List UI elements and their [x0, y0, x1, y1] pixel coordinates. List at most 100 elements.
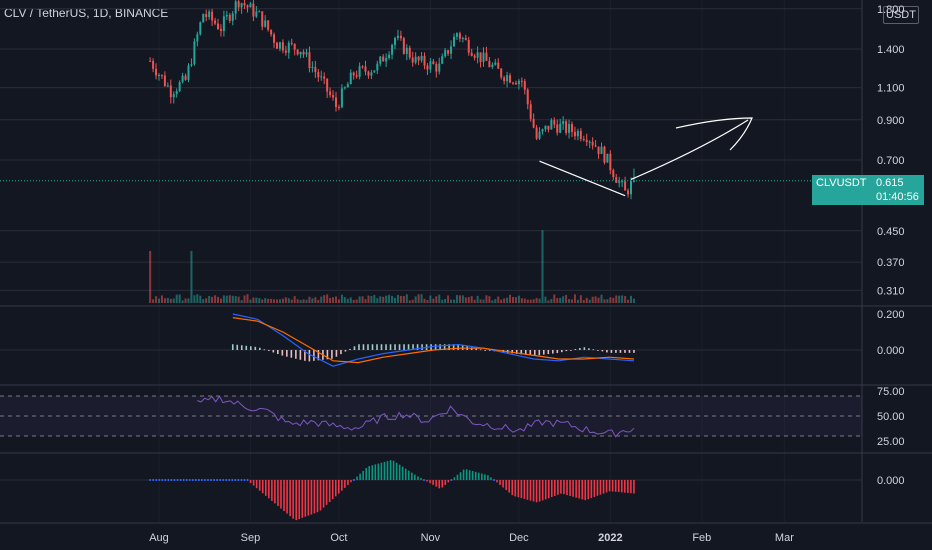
volume-bar [222, 295, 225, 303]
oscillator-bar [331, 480, 334, 500]
price-panel[interactable] [0, 0, 862, 200]
candle-body [455, 33, 458, 37]
macd-histogram-bar [358, 344, 360, 350]
candle-body [273, 34, 276, 43]
oscillator-bar [511, 480, 514, 496]
candle-body [597, 146, 600, 154]
oscillator-bar [614, 480, 617, 492]
volume-bar [335, 296, 337, 303]
volume-bar [514, 297, 517, 303]
currency-unit-button[interactable]: USDT [883, 6, 919, 24]
volume-bar [476, 295, 479, 303]
macd-histogram-bar [452, 344, 455, 350]
oscillator-bar [560, 480, 562, 494]
oscillator-bar [313, 480, 316, 514]
macd-histogram-bar [326, 350, 329, 360]
volume-bar [615, 295, 618, 303]
volume-bar [246, 294, 249, 303]
candle-body [388, 54, 391, 59]
candle-body [370, 72, 373, 76]
oscillator-bar [596, 480, 599, 496]
candle-body [385, 58, 388, 62]
volume-bar [376, 298, 379, 303]
volume-bar [491, 300, 494, 303]
macd-histogram-bar [353, 346, 356, 350]
oscillator-neutral-mark [164, 479, 167, 481]
macd-histogram-bar [376, 344, 378, 350]
volume-bar [594, 296, 597, 303]
oscillator-bar [292, 480, 294, 519]
volume-bar [326, 294, 329, 303]
oscillator-neutral-mark [182, 479, 185, 481]
candle-body [396, 35, 399, 39]
macd-histogram-bar [290, 350, 293, 358]
candle-body [190, 64, 193, 66]
volume-bar [299, 299, 302, 303]
candle-body [349, 72, 352, 85]
volume-bar [290, 299, 293, 303]
macd-histogram-bar [231, 344, 234, 350]
volume-bar [237, 296, 240, 303]
volume-bar [323, 295, 326, 303]
volume-bar [264, 298, 267, 303]
macd-histogram-bar [272, 350, 275, 353]
macd-histogram-bar [579, 348, 581, 350]
macd-histogram-bar [628, 350, 631, 353]
candle-body [258, 11, 261, 13]
oscillator-bar [462, 469, 465, 480]
oscillator-bar [572, 480, 574, 497]
macd-panel[interactable] [231, 313, 635, 367]
oscillator-bar [386, 461, 389, 480]
candle-body [222, 16, 225, 31]
oscillator-bar [377, 463, 380, 480]
volume-bar [441, 299, 444, 303]
time-axis-label: Sep [241, 532, 261, 544]
macd-line [232, 313, 635, 367]
oscillator-neutral-mark [198, 479, 200, 481]
candle-body [417, 56, 420, 61]
volume-bar [591, 296, 594, 303]
candle-body [438, 63, 441, 72]
oscillator-bar [371, 465, 374, 480]
rsi-axis-label: 75.00 [877, 386, 905, 398]
oscillator-bar [316, 480, 319, 513]
volume-bar [402, 295, 405, 303]
macd-histogram-bar [574, 349, 577, 350]
volume-bar [234, 296, 237, 303]
volume-bar [219, 298, 222, 303]
macd-histogram-bar [295, 350, 297, 359]
volume-bar [346, 298, 349, 303]
drawn-trendlines[interactable] [539, 117, 753, 197]
macd-axis-label: 0.200 [877, 309, 905, 321]
oscillator-bar [544, 480, 547, 500]
volume-bar [258, 298, 261, 303]
rsi-panel[interactable] [0, 395, 862, 438]
price-tag-symbol: CLVUSDT [816, 177, 867, 189]
oscillator-bar [426, 480, 428, 482]
candle-body [284, 50, 287, 53]
volume-bar [559, 297, 562, 303]
volume-bar [512, 296, 514, 303]
support-trendline [539, 160, 626, 197]
time-axis-label: Aug [149, 532, 169, 544]
oscillator-bar [277, 480, 279, 506]
oscillator-bar [487, 475, 489, 480]
macd-histogram-bar [457, 344, 459, 350]
volume-bar [503, 298, 506, 303]
volume-bar [214, 295, 217, 303]
volume-bar [332, 297, 335, 303]
volume-bar [609, 297, 612, 303]
volume-bar [163, 298, 166, 303]
volume-bar [296, 299, 299, 303]
candle-body [276, 42, 278, 49]
oscillator-bar [356, 476, 358, 480]
candle-body [172, 94, 175, 98]
volume-bar [267, 298, 270, 303]
oscillator-panel[interactable] [149, 460, 635, 521]
volume-bar [627, 299, 630, 303]
volume-bar [470, 296, 473, 303]
oscillator-neutral-mark [158, 479, 161, 481]
candle-body [267, 20, 270, 30]
macd-histogram-bar [340, 350, 342, 355]
